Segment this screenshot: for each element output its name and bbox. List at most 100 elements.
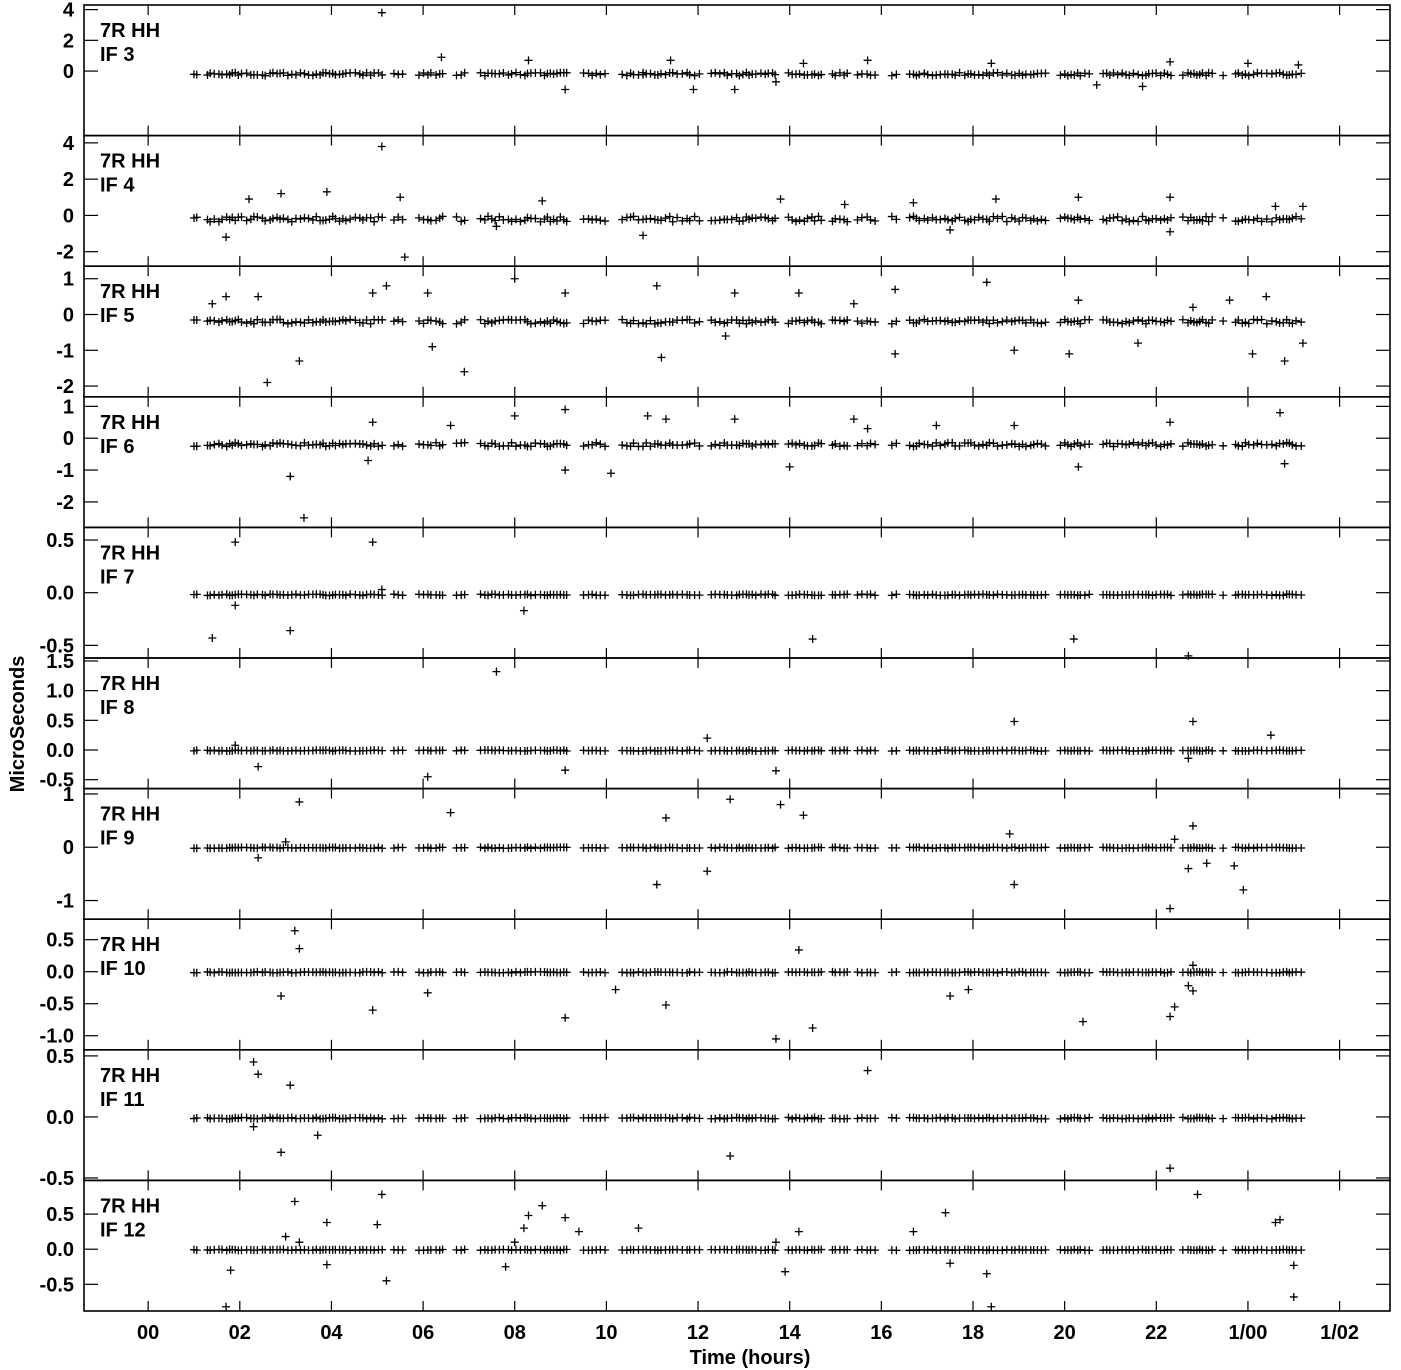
- data-point: [400, 253, 409, 262]
- data-point: [1163, 590, 1172, 599]
- data-point: [536, 68, 545, 77]
- data-point: [249, 591, 258, 600]
- data-point: [668, 217, 677, 226]
- data-point: [748, 442, 757, 451]
- data-point: [1219, 71, 1228, 80]
- data-point: [1109, 213, 1118, 222]
- data-point: [374, 442, 383, 451]
- data-point: [226, 1266, 235, 1275]
- data-point: [711, 440, 720, 449]
- data-point: [751, 214, 760, 223]
- data-point: [295, 1238, 304, 1247]
- data-point: [419, 69, 428, 78]
- data-point: [362, 316, 371, 325]
- data-point: [1010, 440, 1019, 449]
- data-point: [291, 70, 300, 79]
- data-point: [1166, 418, 1175, 427]
- data-point: [1239, 885, 1248, 894]
- data-point: [378, 844, 387, 853]
- data-point: [341, 316, 350, 325]
- data-point: [295, 357, 304, 366]
- data-point: [661, 70, 670, 79]
- data-point: [923, 440, 932, 449]
- y-tick-label: 0.5: [46, 930, 74, 952]
- data-point: [1010, 843, 1019, 852]
- data-point: [863, 70, 872, 79]
- data-point: [646, 214, 655, 223]
- data-point: [1297, 968, 1306, 977]
- data-point: [795, 316, 804, 325]
- data-point: [1166, 967, 1175, 976]
- data-point: [1219, 591, 1228, 600]
- data-point: [501, 1262, 510, 1271]
- data-point: [1109, 442, 1118, 451]
- data-point: [516, 70, 525, 79]
- data-point: [389, 215, 398, 224]
- data-point: [460, 438, 469, 447]
- data-point: [523, 317, 532, 326]
- data-point: [378, 315, 387, 324]
- data-point: [1041, 746, 1050, 755]
- data-point: [1280, 459, 1289, 468]
- data-point: [484, 317, 493, 326]
- data-point: [642, 438, 651, 447]
- data-point: [210, 316, 219, 325]
- data-point: [817, 967, 826, 976]
- data-point: [460, 1245, 469, 1254]
- data-point: [668, 1114, 677, 1123]
- data-point: [510, 274, 519, 283]
- data-point: [1163, 70, 1172, 79]
- data-point: [1010, 968, 1019, 977]
- data-point: [295, 944, 304, 953]
- data-point: [1241, 438, 1250, 447]
- data-point: [1134, 70, 1143, 79]
- data-point: [460, 590, 469, 599]
- data-point: [1129, 69, 1138, 78]
- data-point: [993, 68, 1002, 77]
- data-point: [358, 591, 367, 600]
- data-point: [511, 1113, 520, 1122]
- data-point: [791, 217, 800, 226]
- data-point: [192, 70, 201, 79]
- data-point: [1267, 440, 1276, 449]
- data-point: [849, 415, 858, 424]
- data-point: [364, 456, 373, 465]
- data-point: [1166, 439, 1175, 448]
- data-point: [1129, 316, 1138, 325]
- data-point: [511, 967, 520, 976]
- data-point: [254, 292, 263, 301]
- data-point: [562, 217, 571, 226]
- data-point: [1002, 217, 1011, 226]
- panel-label-if: IF 3: [100, 44, 134, 66]
- data-point: [222, 1302, 231, 1311]
- data-point: [378, 1245, 387, 1254]
- data-point: [661, 813, 670, 822]
- data-point: [362, 1114, 371, 1123]
- data-point: [206, 441, 215, 450]
- data-point: [987, 59, 996, 68]
- data-point: [419, 319, 428, 328]
- data-point: [974, 1113, 983, 1122]
- data-point: [915, 316, 924, 325]
- data-point: [1243, 59, 1252, 68]
- data-point: [1241, 844, 1250, 853]
- data-point: [964, 985, 973, 994]
- data-point: [398, 1245, 407, 1254]
- data-point: [210, 215, 219, 224]
- data-point: [985, 319, 994, 328]
- data-point: [588, 71, 597, 80]
- data-point: [715, 317, 724, 326]
- data-point: [715, 216, 724, 225]
- data-point: [192, 1246, 201, 1255]
- data-point: [892, 439, 901, 448]
- data-point: [695, 69, 704, 78]
- data-point: [1021, 442, 1030, 451]
- data-point: [1292, 212, 1301, 221]
- data-point: [1230, 861, 1239, 870]
- data-point: [920, 315, 929, 324]
- data-point: [656, 319, 665, 328]
- data-point: [690, 71, 699, 80]
- data-point: [892, 1114, 901, 1123]
